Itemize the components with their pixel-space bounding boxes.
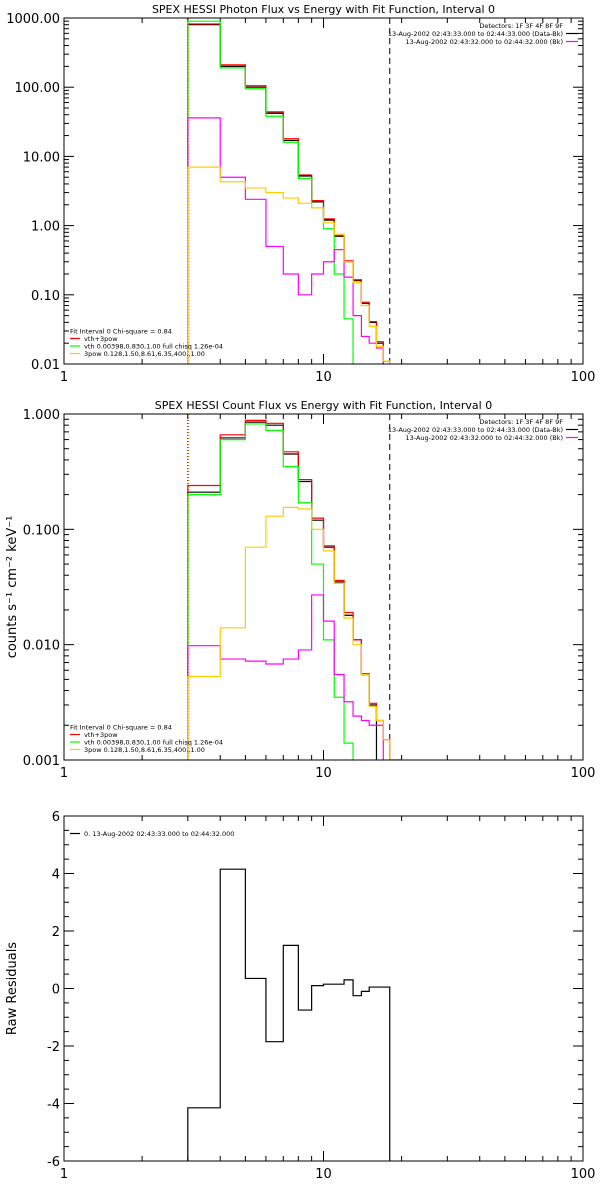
plot-frame [63, 413, 584, 761]
x-tick-label: 1 [60, 1167, 68, 1182]
legend-left-text: 3pow 0.128,1.50,8.61,6.35,400.,1.00 [84, 350, 205, 358]
legend-left-text: vth+3pow [84, 731, 118, 739]
chart-panel-2: SPEX HESSI Count Flux vs Energy with Fit… [5, 399, 596, 781]
x-tick-label: 1 [60, 370, 68, 385]
y-tick-label: 0 [52, 983, 60, 998]
series-group [187, 20, 391, 364]
legend-left-text: 3pow 0.128,1.50,8.61,6.35,400.,1.00 [84, 746, 205, 754]
y-tick-label: 0.010 [23, 639, 60, 654]
legend-left: Fit Interval 0 Chi-square = 0.84vth+3pow… [70, 724, 223, 754]
y-axis-label: Raw Residuals [5, 942, 20, 1035]
series-line-4 [187, 117, 384, 364]
series-group [187, 868, 391, 1161]
legend-left-text: 0. 13-Aug-2002 02:43:33.000 to 02:44:32.… [84, 830, 234, 838]
plot-frame [63, 815, 584, 1162]
legend-left-text: vth 0.00398,0.830,1.00 full chisq 1.26e-… [84, 343, 223, 351]
series-line-2 [187, 23, 391, 364]
series-line-3 [187, 423, 354, 760]
chart-panel-1: SPEX HESSI Photon Flux vs Energy with Fi… [6, 3, 596, 385]
series-line-1 [187, 421, 378, 760]
y-tick-label: 0.10 [31, 289, 60, 304]
y-tick-label: 1.00 [31, 220, 60, 235]
series-line-5 [187, 506, 403, 760]
x-tick-label: 10 [315, 1167, 332, 1182]
y-tick-label: -4 [47, 1098, 60, 1113]
chart-title: SPEX HESSI Photon Flux vs Energy with Fi… [152, 3, 495, 16]
legend-right-text: 13-Aug-2002 02:43:33.000 to 02:44:33.000… [388, 30, 563, 38]
y-tick-label: 1.000 [23, 408, 60, 423]
legend-left-text: vth+3pow [84, 335, 118, 343]
plot-frame [63, 17, 584, 365]
y-tick-label: 10.00 [23, 150, 60, 165]
x-tick-label: 100 [571, 370, 596, 385]
x-tick-label: 100 [571, 1167, 596, 1182]
legend-left-text: Fit Interval 0 Chi-square = 0.84 [70, 724, 172, 732]
y-axis-ticks [64, 815, 583, 1162]
series-line-5 [187, 166, 391, 364]
legend-left: Fit Interval 0 Chi-square = 0.84vth+3pow… [70, 328, 223, 358]
legend-right-text: 13-Aug-2002 02:43:32.000 to 02:44:32.000… [406, 434, 563, 442]
y-tick-label: 4 [52, 868, 60, 883]
x-tick-label: 1 [60, 766, 68, 781]
y-axis-ticks [64, 413, 583, 761]
legend-left-text: Fit Interval 0 Chi-square = 0.84 [70, 328, 172, 336]
y-tick-label: 0.001 [23, 754, 60, 769]
x-axis-ticks [63, 816, 584, 1161]
series-group [187, 419, 403, 760]
y-tick-label: 2 [52, 925, 60, 940]
chart-panel-3: Raw Residuals 1 10 100 -6 -4 -2 0 2 4 6 0. 13-Aug-2… [5, 810, 596, 1182]
x-tick-label: 10 [315, 370, 332, 385]
legend-right-text: 13-Aug-2002 02:43:33.000 to 02:44:33.000… [388, 426, 563, 434]
legend-right-text: Detectors: 1F 3F 4F 8F 9F [479, 22, 563, 30]
legend-left-text: vth 0.00398,0.830,1.00 full chisq 1.26e-… [84, 739, 223, 747]
y-axis-label: counts s⁻¹ cm⁻² keV⁻¹ [5, 516, 20, 659]
series-line-3 [187, 20, 354, 364]
y-tick-label: 1000.00 [6, 12, 60, 27]
y-tick-label: -2 [47, 1040, 60, 1055]
y-tick-label: 6 [52, 810, 60, 825]
x-axis-ticks [63, 18, 584, 364]
series-line-1 [187, 868, 391, 1161]
series-line-4 [187, 594, 384, 760]
y-tick-label: 0.100 [23, 523, 60, 538]
y-tick-label: 100.00 [15, 81, 61, 96]
x-tick-label: 100 [571, 766, 596, 781]
chart-title: SPEX HESSI Count Flux vs Energy with Fit… [155, 399, 492, 412]
legend-left: 0. 13-Aug-2002 02:43:33.000 to 02:44:32.… [70, 830, 234, 838]
y-axis-ticks [64, 17, 583, 365]
y-tick-label: 0.01 [31, 358, 60, 373]
legend-right-text: 13-Aug-2002 02:43:32.000 to 02:44:32.000… [406, 38, 563, 46]
y-tick-label: -6 [47, 1155, 60, 1170]
x-tick-label: 10 [315, 766, 332, 781]
legend-right-text: Detectors: 1F 3F 4F 8F 9F [479, 418, 563, 426]
series-line-1 [187, 24, 384, 364]
